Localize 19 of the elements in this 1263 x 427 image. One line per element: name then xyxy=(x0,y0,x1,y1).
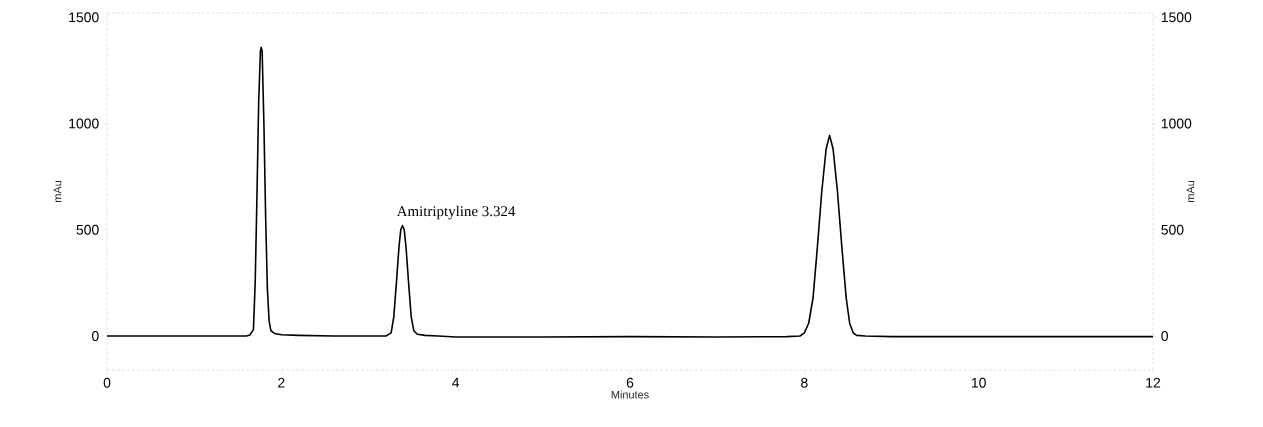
x-tick-label: 2 xyxy=(278,377,285,388)
y2-tick-label: 1500 xyxy=(1161,12,1192,23)
y-axis-title: mAu xyxy=(53,180,62,203)
y-tick-label: 500 xyxy=(76,224,99,235)
x-tick-label: 4 xyxy=(452,377,460,388)
y-tick-label: 1000 xyxy=(69,118,99,129)
x-axis-title: Minutes xyxy=(611,390,649,399)
x-tick-label: 0 xyxy=(103,377,111,388)
y2-axis-title: mAu xyxy=(1186,180,1195,203)
y2-tick-label: 0 xyxy=(1161,331,1168,341)
y-tick-label: 1500 xyxy=(69,12,99,23)
y-tick-label: 0 xyxy=(92,331,99,341)
y2-tick-label: 1000 xyxy=(1161,118,1192,129)
x-tick-label: 10 xyxy=(971,377,986,388)
x-tick-label: 6 xyxy=(626,377,634,388)
y2-tick-label: 500 xyxy=(1161,224,1184,235)
annotation: Amitriptyline 3.324 xyxy=(396,205,516,220)
x-tick-label: 12 xyxy=(1146,377,1161,388)
x-tick-label: 8 xyxy=(801,377,808,388)
